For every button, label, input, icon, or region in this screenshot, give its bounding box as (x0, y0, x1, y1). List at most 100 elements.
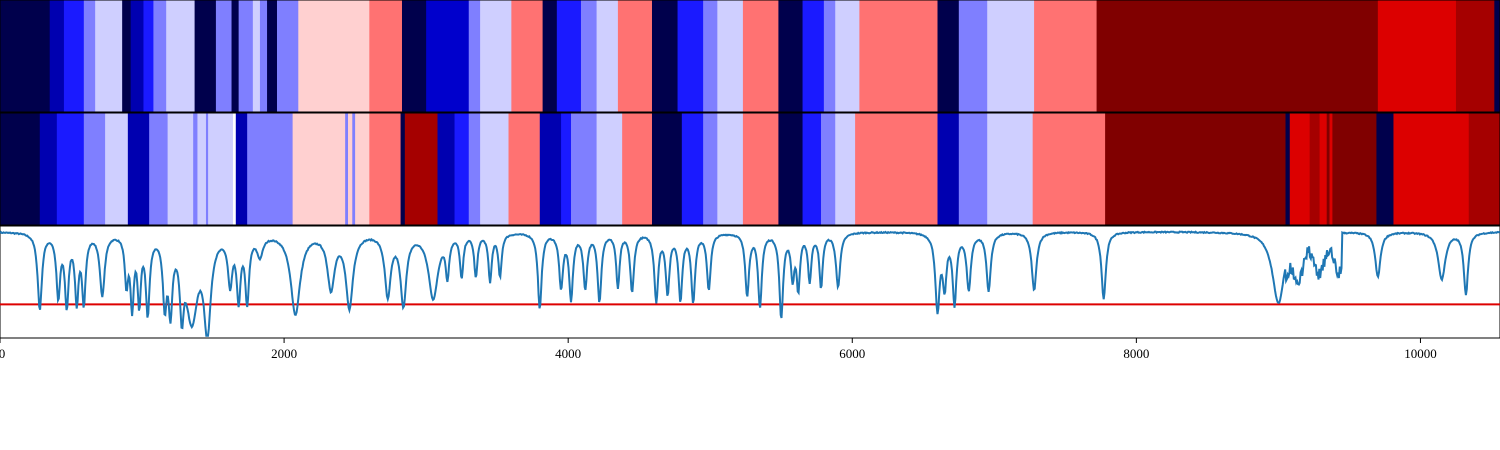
state-strip-middle-segment-16 (345, 113, 349, 225)
state-strip-middle-segment-8 (193, 113, 198, 225)
state-strip-middle-segment-39 (802, 113, 822, 225)
state-strip-top-segment-35 (778, 0, 803, 112)
state-strip-middle-segment-55 (1376, 113, 1394, 225)
state-strip-middle-segment-43 (937, 113, 960, 225)
strip-middle-frame (0, 112, 1500, 226)
state-strip-middle-segment-33 (651, 113, 683, 225)
state-strip-top-segment-23 (480, 0, 512, 112)
state-strip-middle-segment-9 (197, 113, 207, 225)
state-strip-middle-segment-1 (39, 113, 58, 225)
state-strip-middle-segment-12 (232, 113, 237, 225)
state-strip-middle-segment-14 (247, 113, 294, 225)
state-strip-top-segment-15 (259, 0, 268, 112)
signal-trace-panel (0, 225, 1500, 339)
state-strip-middle-segment-6 (149, 113, 169, 225)
state-strip-middle-segment-11 (208, 113, 234, 225)
state-strip-middle-segment-52 (1326, 113, 1330, 225)
state-strip-top-segment-19 (369, 0, 403, 112)
state-strip-top-segment-20 (401, 0, 427, 112)
state-strip-middle-segment-26 (480, 113, 509, 225)
trace-frame (0, 225, 1500, 339)
state-strip-middle-segment-25 (468, 113, 481, 225)
state-strip-middle-segment-23 (437, 113, 455, 225)
state-strip-top-segment-16 (267, 0, 278, 112)
state-strip-top-segment-10 (194, 0, 217, 112)
state-strip-middle-segment-5 (127, 113, 150, 225)
state-strip-top-segment-8 (153, 0, 167, 112)
state-strip-middle-segment-30 (571, 113, 597, 225)
state-strip-top-segment-43 (1034, 0, 1097, 112)
state-strip-middle-segment-32 (622, 113, 653, 225)
state-strip-top-segment-21 (426, 0, 470, 112)
state-strip-middle-segment-31 (596, 113, 623, 225)
state-strip-middle-segment-45 (987, 113, 1034, 225)
state-strip-top-segment-41 (958, 0, 988, 112)
signal-line (0, 230, 1500, 337)
state-strip-middle-segment-53 (1329, 113, 1333, 225)
state-strip-middle-segment-41 (835, 113, 856, 225)
state-strip-middle-segment-42 (855, 113, 938, 225)
state-strip-middle-segment-38 (778, 113, 803, 225)
state-strip-middle-segment-18 (352, 113, 356, 225)
state-strip-top-segment-13 (238, 0, 254, 112)
state-strip-middle-segment-36 (717, 113, 744, 225)
state-strip-middle-segment-40 (821, 113, 836, 225)
state-strip-top-segment-32 (703, 0, 718, 112)
state-strip-top-segment-40 (937, 0, 960, 112)
state-strip-top-segment-30 (651, 0, 678, 112)
state-strip-top-segment-22 (468, 0, 481, 112)
state-strip-top-segment-26 (556, 0, 582, 112)
state-strip-middle-segment-4 (105, 113, 129, 225)
state-strip-top-segment-46 (1455, 0, 1495, 112)
state-strip-middle-segment-28 (539, 113, 562, 225)
state-strip-middle-segment-17 (348, 113, 353, 225)
state-strip-top-segment-38 (835, 0, 860, 112)
state-strip-middle-segment-57 (1468, 113, 1500, 225)
state-strip-middle (0, 113, 1500, 225)
state-strip-middle-segment-46 (1032, 113, 1106, 225)
state-strip-top-segment-12 (231, 0, 240, 112)
state-strip-middle-segment-0 (0, 113, 41, 225)
state-strip-middle-segment-15 (292, 113, 346, 225)
state-strip-top-segment-2 (63, 0, 85, 112)
state-strip-top-segment-24 (511, 0, 544, 112)
state-strip-top-segment-18 (298, 0, 370, 112)
state-strip-middle-segment-34 (681, 113, 704, 225)
state-strip-top-segment-37 (823, 0, 836, 112)
state-strip-middle-segment-35 (703, 113, 718, 225)
state-strip-middle-segment-27 (508, 113, 541, 225)
state-strip-middle-segment-13 (235, 113, 248, 225)
state-strip-top-segment-44 (1096, 0, 1379, 112)
x-tick-label-0: 0 (0, 346, 5, 361)
state-strip-top-segment-6 (130, 0, 144, 112)
state-strip-middle-segment-7 (167, 113, 194, 225)
state-strip-middle-segment-51 (1319, 113, 1328, 225)
state-strip-top-segment-33 (717, 0, 744, 112)
x-tick-label-2000: 2000 (271, 346, 297, 361)
state-strip-top-segment-27 (580, 0, 597, 112)
x-axis: 0 2000 4000 6000 8000 10000 (0, 338, 1437, 361)
state-strip-middle-segment-20 (369, 113, 401, 225)
state-strip-top-segment-25 (542, 0, 558, 112)
state-strip-top-segment-14 (252, 0, 261, 112)
state-strip-top (0, 0, 1500, 112)
state-strip-top-segment-45 (1377, 0, 1457, 112)
state-strip-middle-segment-48 (1285, 113, 1291, 225)
x-tick-label-8000: 8000 (1123, 346, 1149, 361)
state-strip-top-segment-39 (859, 0, 938, 112)
state-strip-middle-segment-44 (958, 113, 988, 225)
state-strip-top-segment-5 (122, 0, 132, 112)
state-strip-top-segment-36 (802, 0, 825, 112)
state-strip-middle-segment-3 (83, 113, 106, 225)
state-strip-middle-segment-54 (1332, 113, 1377, 225)
state-strip-middle-segment-2 (56, 113, 85, 225)
strip-top-frame (0, 0, 1500, 113)
x-tick-label-10000: 10000 (1404, 346, 1437, 361)
state-strip-middle-segment-29 (561, 113, 572, 225)
state-strip-top-segment-29 (617, 0, 653, 112)
state-strip-top-segment-28 (596, 0, 619, 112)
state-strip-top-segment-47 (1494, 0, 1500, 112)
state-strip-middle-segment-56 (1393, 113, 1470, 225)
state-strip-middle-segment-22 (404, 113, 438, 225)
